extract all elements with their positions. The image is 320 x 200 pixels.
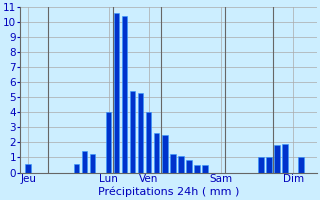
Bar (82, 151, 87, 173)
Bar (194, 165, 200, 173)
Bar (154, 133, 159, 173)
Bar (130, 91, 135, 173)
X-axis label: Précipitations 24h ( mm ): Précipitations 24h ( mm ) (98, 187, 239, 197)
Bar (258, 157, 264, 173)
Bar (202, 165, 208, 173)
Bar (138, 93, 143, 173)
Bar (266, 157, 272, 173)
Bar (178, 156, 184, 173)
Bar (122, 16, 127, 173)
Bar (162, 135, 167, 173)
Bar (274, 145, 280, 173)
Bar (170, 154, 176, 173)
Bar (90, 154, 95, 173)
Bar (282, 144, 288, 173)
Bar (186, 160, 192, 173)
Bar (114, 13, 119, 173)
Bar (25, 164, 31, 173)
Bar (74, 164, 79, 173)
Bar (146, 112, 151, 173)
Bar (106, 112, 111, 173)
Bar (298, 157, 304, 173)
